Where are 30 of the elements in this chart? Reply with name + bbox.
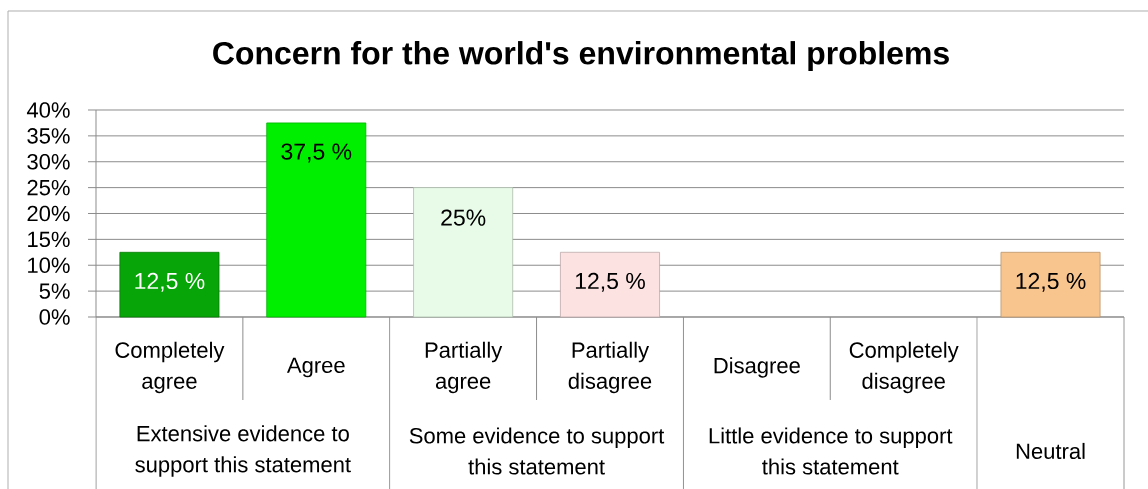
y-tick-label: 35%	[27, 128, 70, 144]
y-tick-label: 20%	[27, 205, 70, 222]
x-tick-label: Completely disagree	[849, 341, 959, 394]
x-tick-label: Disagree	[714, 357, 800, 378]
data-label: 12,5 %	[575, 272, 645, 292]
y-tick-label: 40%	[26, 102, 70, 118]
bar	[266, 122, 367, 318]
bar	[119, 251, 220, 318]
chart-title: Concern for the world's environmental problems	[213, 41, 949, 71]
x-tick-label: Partially agree	[425, 341, 503, 394]
x-tick-label: Partially disagree	[568, 341, 652, 394]
x-tick-label: Agree	[286, 357, 345, 378]
data-label: 12,5 %	[135, 272, 205, 292]
data-label: 12,5 %	[1016, 272, 1086, 292]
text: Little evidence to support this statement	[709, 427, 953, 475]
y-tick-label: 10%	[28, 257, 70, 274]
bar	[413, 187, 514, 318]
x-tick-label: Completely agree	[115, 341, 225, 394]
bar	[560, 251, 660, 318]
y-tick-label: 25%	[27, 179, 70, 196]
data-label: 37,5 %	[281, 143, 352, 163]
text: Neutral	[1016, 442, 1085, 460]
data-label: 25%	[441, 209, 486, 226]
y-tick-label: 30%	[27, 153, 70, 170]
y-tick-label: 5%	[39, 283, 70, 299]
text: Extensive evidence to support this statement	[135, 425, 351, 477]
y-tick-label: 0%	[39, 309, 70, 325]
text: Some evidence to support this statement	[409, 427, 665, 475]
y-tick-label: 15%	[28, 231, 70, 248]
bar	[1000, 251, 1101, 318]
